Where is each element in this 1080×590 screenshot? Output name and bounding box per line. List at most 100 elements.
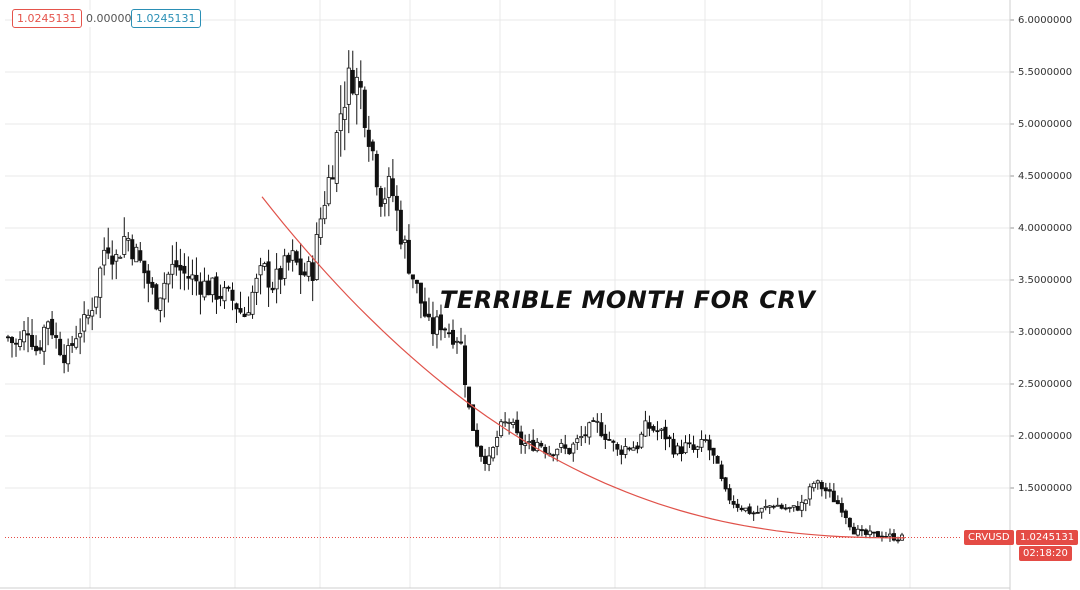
candle-body (707, 439, 712, 451)
candle-body (667, 436, 672, 440)
candle (394, 185, 399, 232)
candle-body (426, 313, 431, 318)
candle-body (623, 446, 628, 455)
candle (663, 419, 668, 451)
candle-body (627, 447, 632, 450)
candle (170, 245, 175, 289)
candle (763, 499, 768, 511)
candle (230, 282, 235, 311)
candle (499, 418, 504, 438)
candle (691, 435, 696, 453)
candle-body (194, 274, 199, 282)
candle (695, 445, 700, 458)
candle-body (739, 507, 744, 511)
candle (615, 442, 620, 456)
candle-body (438, 314, 443, 331)
candle-body (559, 442, 564, 448)
candle-body (895, 539, 900, 542)
candle-body (659, 428, 664, 431)
candle (222, 281, 227, 309)
candle-body (154, 284, 159, 310)
candle-body (306, 261, 311, 277)
candle-body (591, 420, 596, 422)
candle (511, 418, 516, 429)
candle (819, 480, 824, 497)
candle (246, 296, 251, 316)
candle-body (346, 67, 351, 105)
candle-body (711, 447, 716, 456)
candle (875, 530, 880, 538)
candle-body (410, 274, 415, 280)
candle-body (803, 499, 808, 505)
candle-body (743, 507, 748, 512)
trend-curve (261, 196, 905, 539)
candle (318, 207, 323, 245)
candle-body (246, 312, 251, 316)
candle (314, 222, 319, 281)
candle-body (26, 333, 31, 336)
candle (491, 446, 496, 462)
candle (559, 438, 564, 453)
ohlc-close-value: 1.0245131 (131, 9, 201, 28)
candle (879, 531, 884, 542)
candle (350, 50, 355, 96)
candle (354, 67, 359, 125)
candle-body (318, 218, 323, 238)
candle-body (30, 334, 35, 347)
candle-body (446, 332, 451, 335)
candle (306, 256, 311, 282)
candle (855, 525, 860, 537)
candle-body (807, 486, 812, 500)
candle-body (14, 342, 19, 345)
candle-body (406, 239, 411, 274)
candle-body (499, 421, 504, 437)
candle (891, 529, 896, 542)
candle-body (258, 265, 263, 276)
candle (571, 441, 576, 462)
candle-body (414, 279, 419, 284)
candle-body (515, 419, 520, 434)
candle (450, 319, 455, 349)
candle (194, 257, 199, 296)
candle-body (18, 339, 23, 347)
candle (226, 285, 231, 292)
candle (430, 301, 435, 346)
candle-body (831, 490, 836, 503)
candle-body (835, 500, 840, 505)
candle (515, 411, 520, 436)
last-price-tag: 1.0245131 (1016, 530, 1079, 545)
candle-body (787, 507, 792, 509)
candle (767, 505, 772, 514)
candle (900, 532, 905, 541)
candle-body (607, 438, 612, 441)
candle (455, 337, 460, 354)
candle-body (286, 254, 291, 263)
candle (627, 446, 632, 452)
candle (362, 86, 367, 138)
candle (82, 301, 87, 343)
candle (358, 60, 363, 110)
candle (667, 434, 672, 448)
candle-body (551, 454, 556, 457)
candle-body (727, 488, 732, 501)
candle-body (663, 426, 668, 440)
candle (426, 297, 431, 321)
candle (739, 505, 744, 512)
candle (410, 274, 415, 289)
candle (467, 386, 472, 410)
candle-body (334, 132, 339, 184)
candle-body (6, 336, 11, 339)
candle-body (619, 449, 624, 455)
candle-body (819, 481, 824, 490)
candle-body (266, 261, 271, 288)
candle (334, 130, 339, 193)
candle-body (394, 195, 399, 211)
candle-body (631, 447, 636, 451)
y-tick-label: 1.5000000 (1018, 483, 1072, 494)
candle (483, 448, 488, 471)
candle (374, 150, 379, 196)
candle (827, 482, 832, 498)
candle-body (378, 188, 383, 207)
